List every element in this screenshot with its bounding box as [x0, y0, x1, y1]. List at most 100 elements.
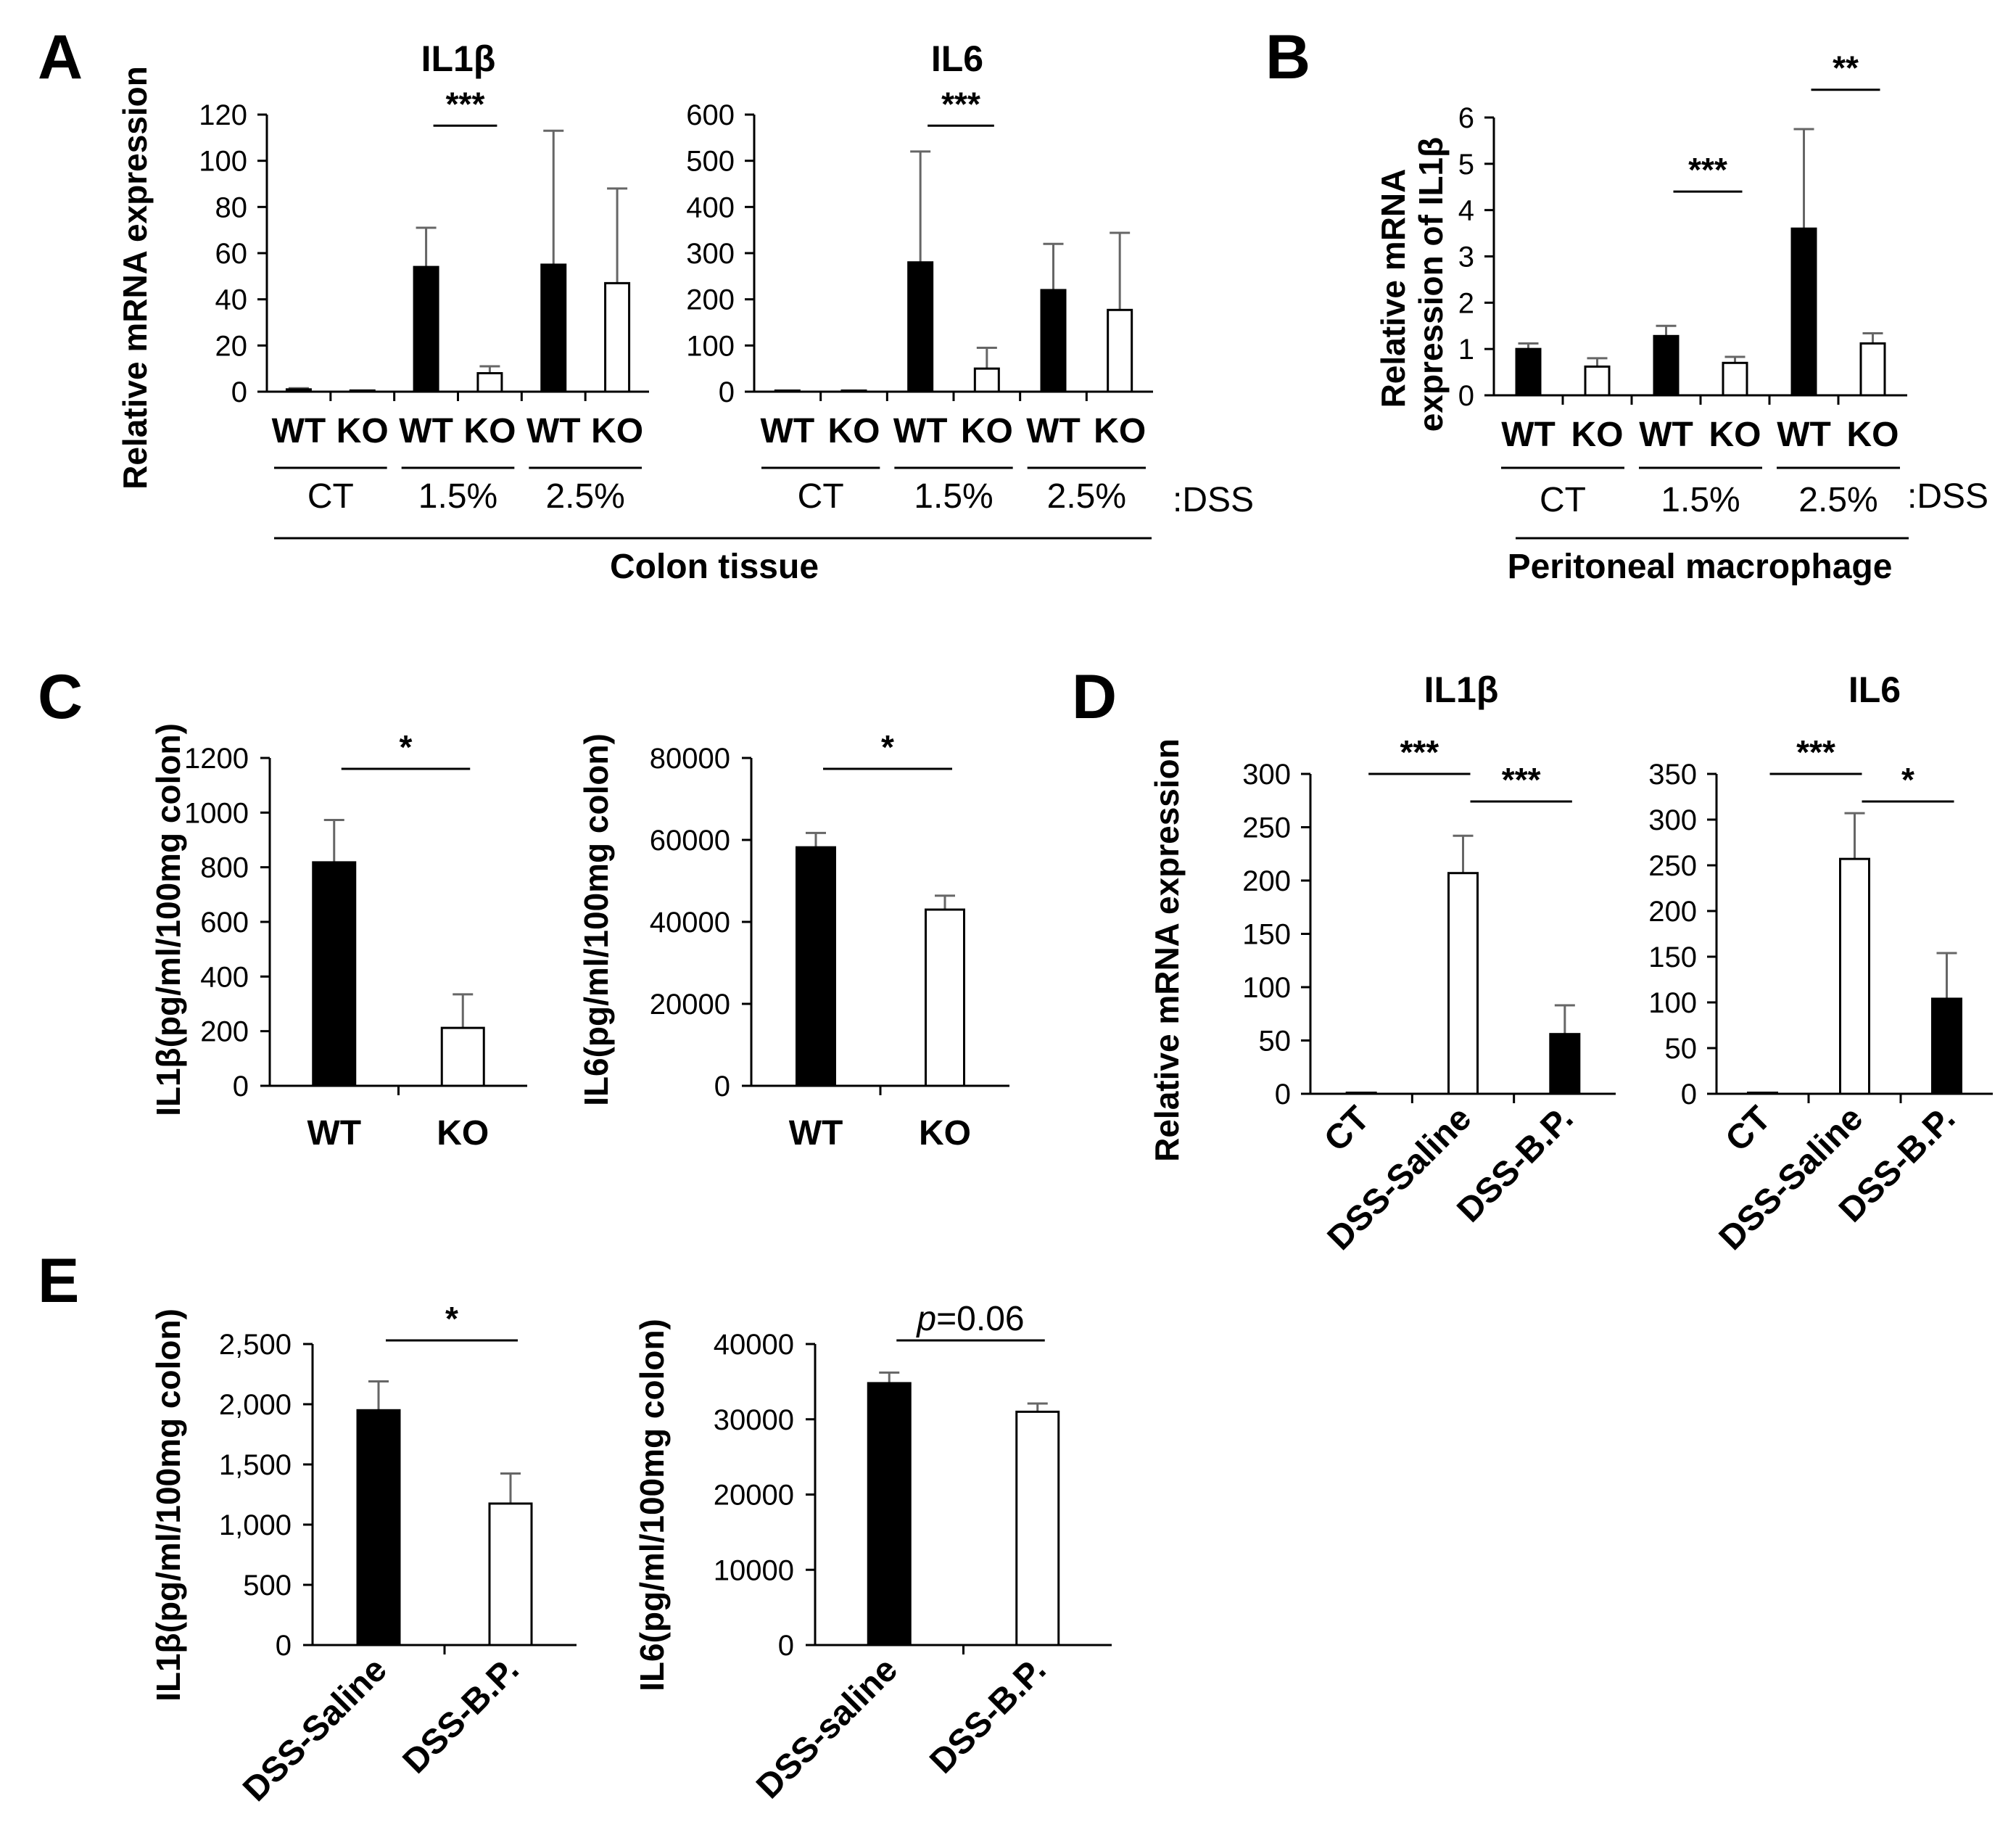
chart-a-il6: IL6 0 100 200 300 400 500 600 WT KO WT KO WT KO CT 1.5… — [686, 38, 1153, 516]
chart-title: IL1β — [1424, 669, 1499, 710]
x-category-label: KO — [919, 1114, 971, 1153]
bar — [1345, 1092, 1377, 1095]
plot-area: 050100150200250300CTDSS-SalineDSS-B.P.**… — [1242, 733, 1616, 1258]
bar — [1040, 289, 1067, 393]
chart-d-il6: IL6 050100150200250300350CTDSS-SalineDSS… — [1648, 669, 1993, 1258]
panel-letter-d: D — [1072, 662, 1117, 732]
bar — [1790, 227, 1817, 397]
group-label: 2.5% — [1047, 477, 1126, 516]
bar — [774, 390, 801, 393]
bar — [488, 1502, 533, 1646]
group-label: CT — [798, 477, 844, 516]
x-category-label: WT — [1501, 416, 1556, 454]
significance-label: *** — [446, 85, 485, 123]
x-category-label: KO — [1709, 416, 1761, 454]
y-tick-label: 100 — [1242, 972, 1291, 1004]
bar — [356, 1409, 401, 1646]
y-tick-label: 40000 — [714, 1329, 794, 1361]
y-tick-label: 50 — [1259, 1026, 1292, 1058]
x-category-label: WT — [399, 412, 453, 450]
y-tick-label: 300 — [1242, 759, 1291, 791]
panel-letter-a: A — [38, 22, 83, 92]
y-tick-label: 0 — [276, 1630, 292, 1662]
significance-label: *** — [1796, 733, 1835, 771]
y-tick-label: 1,000 — [219, 1509, 292, 1541]
y-tick-label: 60 — [215, 238, 248, 270]
y-tick-label: 200 — [1242, 865, 1291, 897]
y-tick-label: 40000 — [650, 907, 730, 939]
y-tick-label: 1000 — [184, 797, 249, 829]
dss-label-b: :DSS — [1907, 477, 1988, 516]
x-category-label: KO — [1094, 412, 1146, 450]
bar — [1549, 1033, 1581, 1095]
y-tick-label: 20000 — [650, 989, 730, 1021]
bar — [867, 1382, 912, 1646]
x-category-label: KO — [463, 412, 516, 450]
plot-area: 0 20000 40000 60000 80000 WT KO * — [650, 728, 1009, 1153]
y-tick-label: 0 — [233, 1071, 249, 1102]
y-axis-label: IL6(pg/ml/100mg colon) — [577, 733, 615, 1106]
p-value-symbol: p — [915, 1300, 936, 1338]
significance-label: *** — [1502, 761, 1541, 799]
x-category-label: WT — [1026, 412, 1081, 450]
y-tick-label: 250 — [1242, 812, 1291, 844]
chart-a-il1b: IL1β Relative mRNA expression 0 20 40 60 80 1… — [116, 38, 649, 516]
y-tick-label: 6 — [1458, 102, 1474, 134]
y-tick-label: 0 — [1458, 380, 1474, 412]
significance-label: *** — [1400, 733, 1439, 771]
y-tick-label: 500 — [686, 146, 735, 178]
significance-label: ** — [1833, 49, 1859, 87]
plot-area: 0 200 400 600 800 1000 1200 WT KO * — [184, 728, 527, 1153]
panel-letter-e: E — [38, 1246, 79, 1316]
bar — [1107, 308, 1133, 393]
bar — [1584, 365, 1611, 397]
y-tick-label: 0 — [1275, 1079, 1291, 1110]
panel-letter-b: B — [1265, 22, 1310, 92]
y-tick-label: 0 — [714, 1071, 730, 1102]
y-tick-label: 30000 — [714, 1404, 794, 1436]
y-tick-label: 1200 — [184, 743, 249, 775]
y-tick-label: 500 — [243, 1570, 292, 1602]
y-axis-label: IL1β(pg/ml/100mg colon) — [149, 1308, 187, 1702]
y-tick-label: 800 — [200, 852, 249, 884]
plot-area: 0 20 40 60 80 100 120 WT KO WT KO WT KO CT 1.5% 2.5% *** — [199, 85, 649, 516]
significance-label: *** — [1688, 151, 1727, 189]
dss-label-a: :DSS — [1173, 481, 1254, 519]
y-tick-label: 80000 — [650, 743, 730, 775]
y-tick-label: 2 — [1458, 287, 1474, 319]
bar — [312, 861, 357, 1087]
group-label: CT — [307, 477, 354, 516]
x-category-label: WT — [893, 412, 948, 450]
chart-e-il1b: IL1β(pg/ml/100mg colon) 0 500 1,000 1,500 2,… — [149, 1300, 577, 1809]
bar — [1859, 342, 1886, 397]
y-axis-label: Relative mRNA expression — [116, 66, 154, 490]
chart-title: IL1β — [421, 38, 496, 79]
bar — [1447, 872, 1479, 1095]
group-label: 2.5% — [545, 477, 624, 516]
plot-area: 050100150200250300350CTDSS-SalineDSS-B.P… — [1648, 733, 1993, 1258]
y-tick-label: 2,500 — [219, 1329, 292, 1361]
y-tick-label: 100 — [686, 330, 735, 362]
y-axis-label-line1: Relative mRNA — [1374, 170, 1412, 408]
group-label: CT — [1540, 481, 1586, 519]
caption-colon-tissue: Colon tissue — [610, 548, 819, 586]
bar — [925, 908, 965, 1087]
bar — [540, 263, 567, 393]
x-category-label: KO — [591, 412, 643, 450]
chart-title: IL6 — [931, 38, 983, 79]
x-category-label: KO — [961, 412, 1013, 450]
bar — [1015, 1410, 1060, 1646]
y-tick-label: 5 — [1458, 149, 1474, 181]
significance-label: p=0.06 — [915, 1300, 1024, 1338]
y-tick-label: 1 — [1458, 334, 1474, 366]
y-axis-label: IL1β(pg/ml/100mg colon) — [149, 723, 187, 1116]
chart-b-il1b-macrophage: Relative mRNA expression of IL1β 0 1 2 3 4 5 6… — [1374, 49, 1907, 519]
y-tick-label: 300 — [686, 238, 735, 270]
x-category-label: KO — [1571, 416, 1624, 454]
y-tick-label: 200 — [1648, 896, 1697, 928]
y-axis-label: IL6(pg/ml/100mg colon) — [633, 1319, 671, 1691]
x-category-label: KO — [828, 412, 880, 450]
bar — [440, 1026, 485, 1087]
